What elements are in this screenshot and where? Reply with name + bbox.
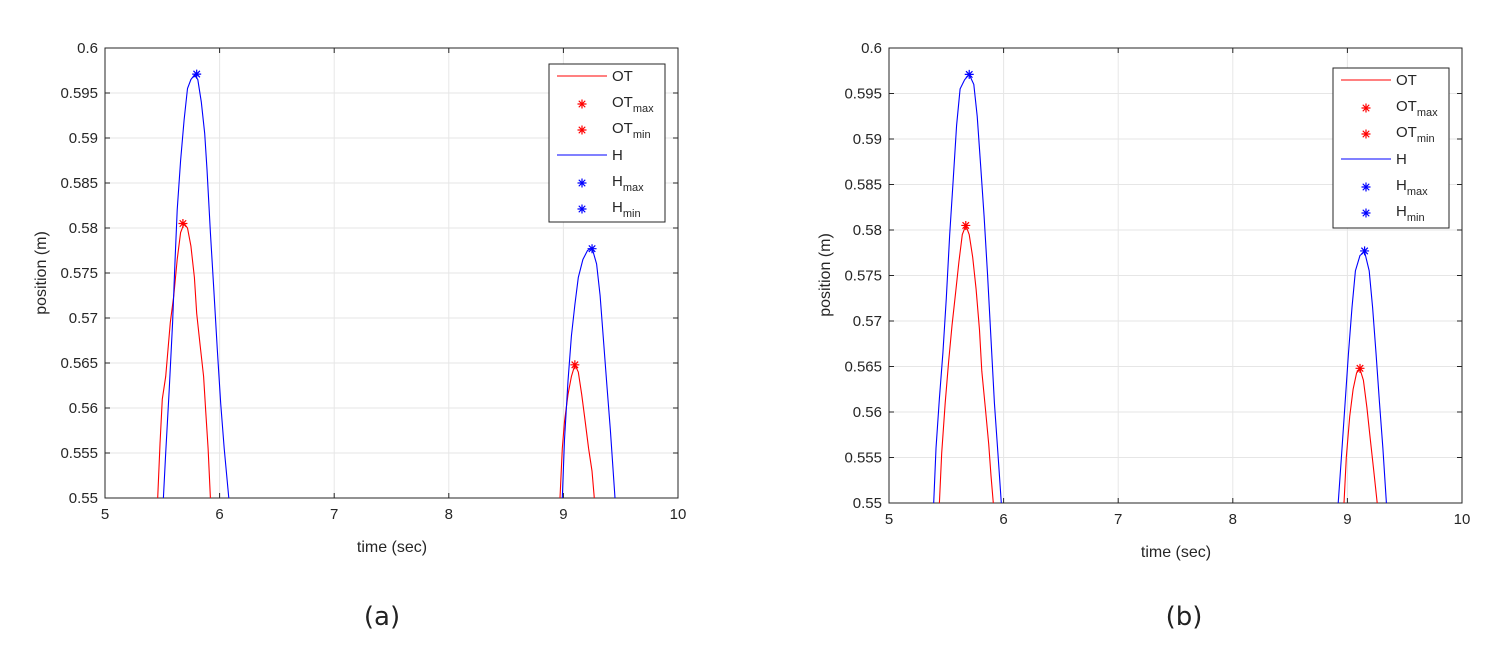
- chart-panel-a: 5 6 7 8 9 10 0.55 0.555 0.56 0.565 0.57 0.575 0.58 0.…: [33, 40, 686, 632]
- marker-otmax: [178, 219, 188, 228]
- y-tick-label: 0.6: [77, 40, 98, 57]
- legend-subscript: min: [1417, 133, 1435, 145]
- x-tick-label: 5: [885, 511, 893, 528]
- x-axis-label: time (sec): [357, 539, 427, 556]
- y-tick-label: 0.57: [853, 313, 882, 330]
- legend-box: [1332, 67, 1450, 229]
- marker-hmin: [587, 244, 597, 254]
- legend-star-sample: [577, 99, 587, 109]
- legend-label: OT: [1396, 72, 1417, 89]
- x-tick-label: 7: [1114, 511, 1122, 528]
- y-tick-label: 0.565: [844, 359, 882, 376]
- legend-star-sample: [1361, 103, 1371, 113]
- y-tick-label: 0.59: [853, 131, 882, 148]
- legend-subscript: max: [1417, 107, 1438, 119]
- legend-label: H: [612, 147, 623, 164]
- legend-subscript: max: [633, 103, 654, 115]
- x-axis-label: time (sec): [1141, 544, 1211, 561]
- legend-subscript: min: [623, 208, 641, 220]
- marker-hmin: [1360, 246, 1370, 256]
- legend-subscript: max: [1407, 186, 1428, 198]
- x-tick-label: 5: [101, 506, 109, 523]
- x-tick-label: 9: [1343, 511, 1351, 528]
- y-tick-label: 0.6: [861, 40, 882, 57]
- y-tick-label: 0.595: [60, 85, 98, 102]
- marker-otmax: [961, 220, 971, 230]
- x-tick-label: 8: [445, 506, 453, 523]
- y-axis-label: position (m): [817, 233, 834, 317]
- y-tick-label: 0.575: [60, 265, 98, 282]
- marker-hmax: [192, 69, 202, 79]
- x-tick-label: 6: [215, 506, 223, 523]
- x-tick-label: 8: [1229, 511, 1237, 528]
- legend-subscript: min: [633, 129, 651, 141]
- legend-star-sample: [577, 125, 587, 135]
- y-tick-label: 0.555: [60, 445, 98, 462]
- series-line-ot-2: [559, 363, 595, 498]
- legend-star-sample: [577, 204, 587, 214]
- y-tick-label: 0.575: [844, 268, 882, 285]
- marker-otmin: [570, 360, 580, 370]
- y-tick-label: 0.565: [60, 355, 98, 372]
- legend-subscript: max: [623, 182, 644, 194]
- y-tick-label: 0.585: [844, 177, 882, 194]
- panel-label: (a): [364, 602, 400, 632]
- y-tick-label: 0.59: [69, 130, 98, 147]
- x-tick-label: 10: [1454, 511, 1471, 528]
- y-axis-label: position (m): [33, 231, 50, 315]
- legend-box: [548, 63, 666, 223]
- legend-star-sample: [1361, 129, 1371, 139]
- legend-star-sample: [1361, 208, 1371, 218]
- y-tick-label: 0.58: [853, 222, 882, 239]
- legend-star-sample: [1361, 182, 1371, 192]
- x-tick-label: 10: [670, 506, 687, 523]
- marker-otmin: [1355, 363, 1365, 373]
- marker-hmax: [964, 69, 974, 79]
- x-tick-label: 6: [999, 511, 1007, 528]
- y-tick-label: 0.55: [853, 495, 882, 512]
- series-line-h-1: [162, 74, 230, 498]
- y-tick-label: 0.58: [69, 220, 98, 237]
- legend-subscript: min: [1407, 212, 1425, 224]
- x-tick-label: 7: [330, 506, 338, 523]
- y-tick-label: 0.595: [844, 86, 882, 103]
- y-tick-label: 0.585: [60, 175, 98, 192]
- panel-label: (b): [1166, 602, 1203, 632]
- y-tick-label: 0.55: [69, 490, 98, 507]
- y-tick-label: 0.56: [69, 400, 98, 417]
- legend-label: OT: [612, 68, 633, 85]
- series-line-h-2: [561, 246, 616, 498]
- y-tick-label: 0.57: [69, 310, 98, 327]
- series-line-ot-1: [938, 223, 994, 503]
- legend-label: H: [1396, 151, 1407, 168]
- x-tick-label: 9: [559, 506, 567, 523]
- y-tick-label: 0.555: [844, 450, 882, 467]
- chart-panel-b: 5 6 7 8 9 10 0.55 0.555 0.56 0.565 0.57 0.575 0.58 0.…: [817, 40, 1470, 632]
- legend-star-sample: [577, 178, 587, 188]
- y-tick-label: 0.56: [853, 404, 882, 421]
